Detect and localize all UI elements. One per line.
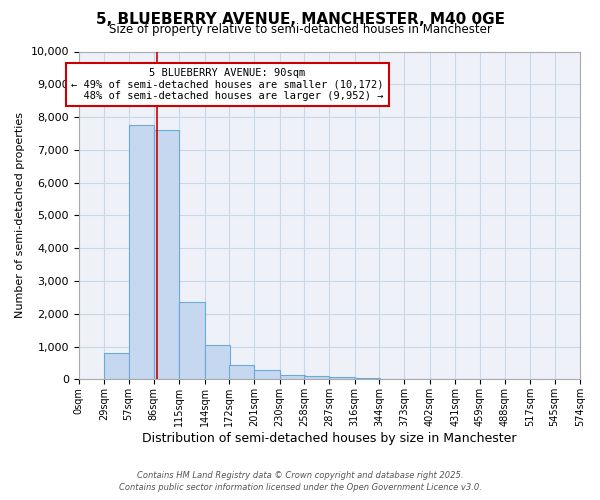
- Bar: [304, 376, 329, 380]
- Y-axis label: Number of semi-detached properties: Number of semi-detached properties: [15, 112, 25, 318]
- Bar: [104, 353, 130, 380]
- Bar: [280, 376, 305, 380]
- Bar: [154, 130, 179, 380]
- Bar: [179, 302, 205, 380]
- Bar: [205, 345, 230, 380]
- Bar: [128, 126, 154, 380]
- Bar: [329, 377, 355, 380]
- Text: 5 BLUEBERRY AVENUE: 90sqm
← 49% of semi-detached houses are smaller (10,172)
  4: 5 BLUEBERRY AVENUE: 90sqm ← 49% of semi-…: [71, 68, 383, 101]
- Bar: [229, 364, 254, 380]
- Text: 5, BLUEBERRY AVENUE, MANCHESTER, M40 0GE: 5, BLUEBERRY AVENUE, MANCHESTER, M40 0GE: [95, 12, 505, 28]
- Bar: [254, 370, 280, 380]
- Text: Size of property relative to semi-detached houses in Manchester: Size of property relative to semi-detach…: [109, 22, 491, 36]
- Bar: [355, 378, 380, 380]
- Text: Contains HM Land Registry data © Crown copyright and database right 2025.
Contai: Contains HM Land Registry data © Crown c…: [119, 471, 481, 492]
- X-axis label: Distribution of semi-detached houses by size in Manchester: Distribution of semi-detached houses by …: [142, 432, 517, 445]
